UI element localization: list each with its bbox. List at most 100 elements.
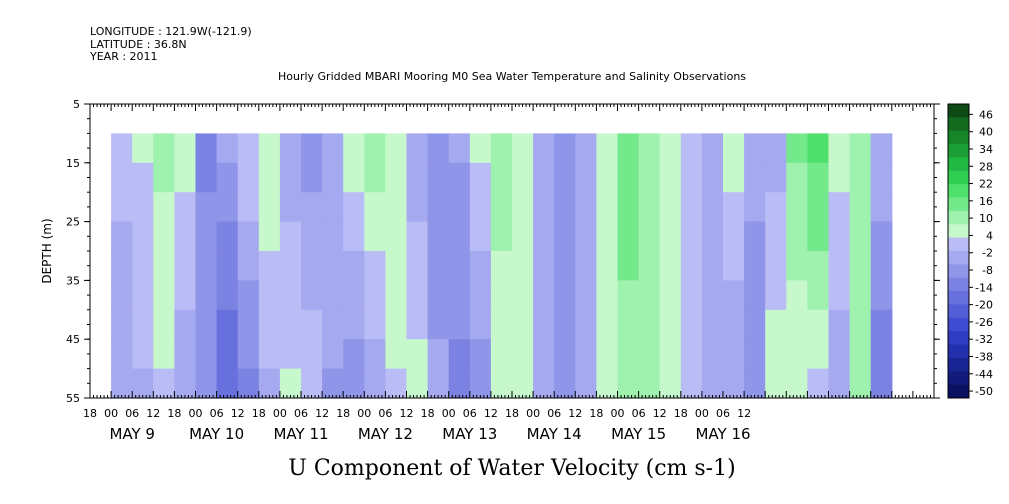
heatmap-cell: [132, 251, 154, 281]
heatmap-cell: [216, 309, 239, 340]
heatmap-cell: [723, 368, 745, 399]
heatmap-cell: [870, 192, 893, 223]
colorbar-swatch: [948, 317, 969, 332]
heatmap-cell: [174, 221, 197, 252]
heatmap-cell: [533, 339, 555, 370]
heatmap-cell: [322, 339, 344, 370]
heatmap-cell: [343, 251, 365, 281]
heatmap-cell: [216, 251, 239, 281]
heatmap-cell: [237, 162, 260, 193]
colorbar-tick-label: 16: [979, 195, 993, 208]
heatmap-cell: [723, 251, 745, 281]
heatmap-cell: [744, 192, 766, 223]
heatmap-cell: [617, 162, 640, 193]
heatmap-cell: [427, 162, 450, 193]
heatmap-cell: [301, 251, 323, 281]
heatmap-cell: [385, 251, 408, 281]
heatmap-cell: [301, 368, 323, 399]
heatmap-cell: [617, 221, 640, 252]
heatmap-cell: [279, 133, 302, 164]
heatmap-cell: [406, 368, 429, 399]
heatmap-cell: [322, 192, 344, 223]
heatmap-cell: [406, 192, 429, 223]
heatmap-cell: [490, 251, 513, 281]
heatmap-cell: [448, 339, 471, 370]
heatmap-cell: [111, 309, 133, 340]
colorbar-tick-label: 28: [979, 160, 993, 173]
hour-tick-label: 18: [589, 407, 603, 420]
heatmap-cell: [849, 221, 872, 252]
heatmap-cell: [469, 368, 492, 399]
heatmap-cell: [174, 133, 197, 164]
heatmap-cell: [701, 221, 724, 252]
heatmap-cell: [216, 221, 239, 252]
heatmap-cell: [870, 339, 893, 370]
heatmap-cell: [554, 162, 576, 193]
heatmap-cell: [406, 221, 429, 252]
heatmap-cell: [343, 133, 365, 164]
heatmap-cell: [786, 192, 808, 223]
heatmap-cell: [575, 339, 597, 370]
heatmap-cell: [279, 368, 302, 399]
hour-tick-label: 18: [674, 407, 688, 420]
colorbar-swatch: [948, 184, 969, 198]
heatmap-cell: [237, 368, 260, 399]
heatmap-cell: [744, 162, 766, 193]
heatmap-cell: [701, 251, 724, 281]
heatmap-cell: [617, 339, 640, 370]
heatmap-cell: [279, 339, 302, 370]
heatmap-cell: [638, 280, 661, 311]
heatmap-cell: [153, 133, 175, 164]
heatmap-cell: [765, 133, 787, 164]
heatmap-cell: [237, 280, 260, 311]
hour-tick-label: 00: [273, 407, 287, 420]
heatmap-cell: [744, 368, 766, 399]
heatmap-cell: [427, 309, 450, 340]
heatmap-cell: [807, 309, 830, 340]
heatmap-cell: [364, 339, 386, 370]
heatmap-cell: [723, 339, 745, 370]
heatmap-cell: [828, 280, 851, 311]
heatmap-cell: [469, 192, 492, 223]
heatmap-cell: [301, 192, 323, 223]
heatmap-cell: [765, 280, 787, 311]
heatmap-cell: [786, 162, 808, 193]
heatmap-cells: [111, 133, 893, 399]
heatmap-cell: [216, 192, 239, 223]
heatmap-cell: [807, 339, 830, 370]
heatmap-cell: [153, 192, 175, 223]
heatmap-cell: [786, 309, 808, 340]
heatmap-cell: [174, 368, 197, 399]
heatmap-cell: [723, 133, 745, 164]
heatmap-cell: [469, 280, 492, 311]
heatmap-cell: [490, 221, 513, 252]
heatmap-cell: [849, 251, 872, 281]
heatmap-cell: [723, 309, 745, 340]
heatmap-cell: [385, 162, 408, 193]
heatmap-cell: [237, 251, 260, 281]
heatmap-cell: [680, 162, 703, 193]
heatmap-cell: [490, 162, 513, 193]
hour-tick-label: 06: [294, 407, 308, 420]
hour-tick-label: 18: [421, 407, 435, 420]
colorbar-swatch: [948, 144, 969, 158]
heatmap-cell: [301, 309, 323, 340]
heatmap-cell: [765, 251, 787, 281]
heatmap-cell: [490, 192, 513, 223]
heatmap-cell: [237, 133, 260, 164]
colorbar-swatch: [948, 130, 969, 145]
heatmap-cell: [279, 251, 302, 281]
heatmap-cell: [638, 309, 661, 340]
heatmap-cell: [469, 162, 492, 193]
heatmap-cell: [596, 221, 619, 252]
heatmap-cell: [343, 192, 365, 223]
heatmap-cell: [617, 309, 640, 340]
heatmap-cell: [111, 280, 133, 311]
heatmap-cell: [638, 133, 661, 164]
heatmap-cell: [174, 251, 197, 281]
heatmap-cell: [469, 339, 492, 370]
colorbar-swatch: [948, 264, 969, 279]
heatmap-cell: [828, 339, 851, 370]
heatmap-cell: [786, 221, 808, 252]
heatmap-cell: [427, 280, 450, 311]
